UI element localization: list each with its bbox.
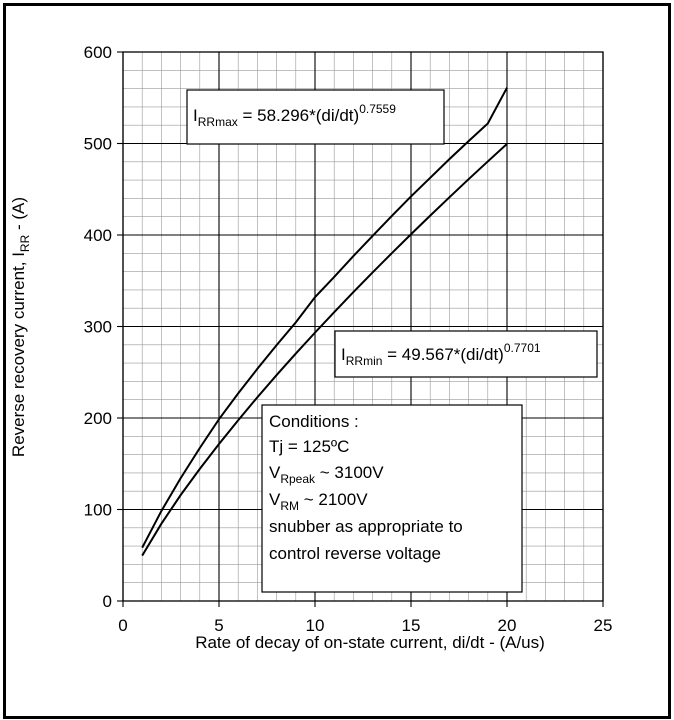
x-axis-label: Rate of decay of on-state current, di/dt… <box>195 633 545 652</box>
y-axis-label: Reverse recovery current, IRR - (A) <box>9 197 32 457</box>
conditions-vrm: VRM ~ 2100V <box>269 490 368 513</box>
x-tick-label: 10 <box>306 616 325 635</box>
svg-text:IRRmax = 58.296*(di/dt)0.7559: IRRmax = 58.296*(di/dt)0.7559 <box>193 102 396 129</box>
x-tick-label: 20 <box>498 616 517 635</box>
min-formula-annotation: IRRmin = 49.567*(di/dt)0.7701 <box>334 330 598 378</box>
series-line-IRRmin <box>141 143 508 557</box>
conditions-title: Conditions : <box>269 412 359 431</box>
y-tick-label: 100 <box>84 501 112 520</box>
y-tick-label: 400 <box>84 226 112 245</box>
y-tick-label: 300 <box>84 318 112 337</box>
x-tick-label: 5 <box>214 616 223 635</box>
svg-text:IRRmin = 49.567*(di/dt)0.7701: IRRmin = 49.567*(di/dt)0.7701 <box>341 341 541 368</box>
conditions-vrpeak: VRpeak ~ 3100V <box>269 463 384 486</box>
x-tick-label: 15 <box>402 616 421 635</box>
x-tick-label: 0 <box>118 616 127 635</box>
max-formula-annotation: IRRmax = 58.296*(di/dt)0.7559 <box>186 89 445 145</box>
conditions-line5: control reverse voltage <box>269 544 441 563</box>
y-tick-label: 200 <box>84 409 112 428</box>
figure-frame <box>3 3 671 719</box>
y-tick-label: 0 <box>103 592 112 611</box>
conditions-annotation: Conditions : Tj = 125ºC VRpeak ~ 3100V V… <box>261 404 523 593</box>
y-tick-label: 500 <box>84 135 112 154</box>
series-line-IRRmax <box>141 87 508 549</box>
y-axis-ticks: 0 100 200 300 400 500 600 <box>84 43 123 611</box>
conditions-tj: Tj = 125ºC <box>269 437 349 456</box>
curves <box>141 87 508 557</box>
x-axis-ticks: 0 5 10 15 20 25 <box>118 601 612 635</box>
conditions-line4: snubber as appropriate to <box>269 517 463 536</box>
x-tick-label: 25 <box>594 616 613 635</box>
y-tick-label: 600 <box>84 43 112 62</box>
